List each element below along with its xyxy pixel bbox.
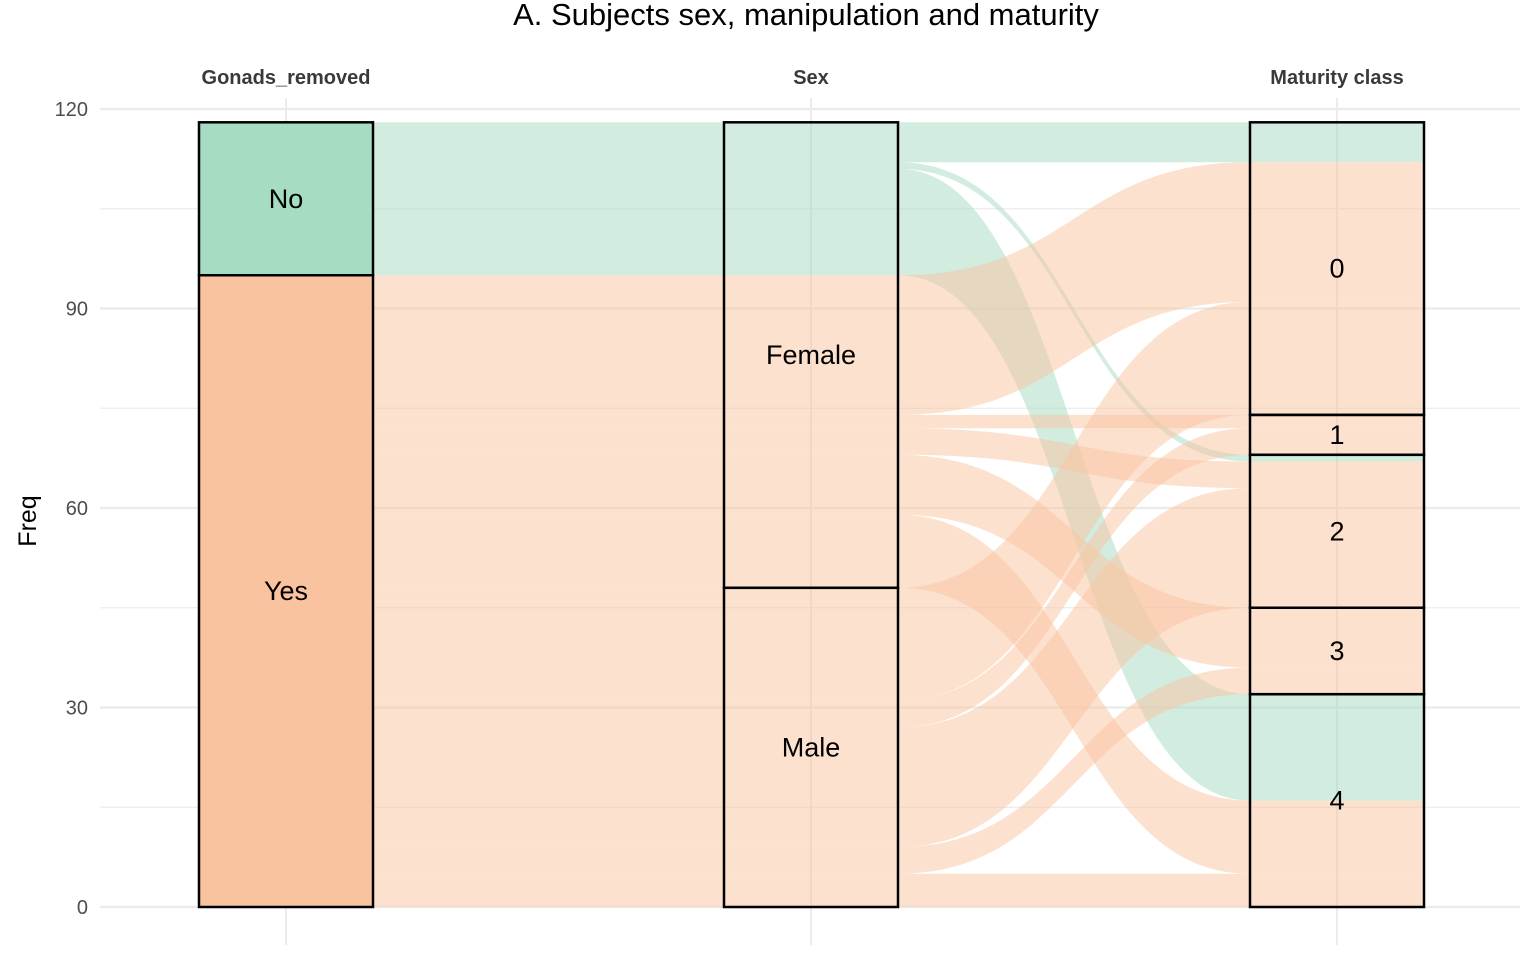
flow-yes-female-1 (199, 414, 1424, 429)
flow-no-female-0 (199, 122, 1424, 163)
y-axis-label: Freq (14, 495, 42, 546)
flow-yes-male-4 (199, 873, 1424, 907)
axis-header-gonads-removed: Gonads_removed (202, 67, 371, 89)
y-tick-label: 90 (66, 299, 88, 321)
y-tick-label: 0 (77, 897, 88, 919)
stratum-label-3: 3 (1329, 636, 1344, 666)
stratum-label-1: 1 (1329, 420, 1344, 450)
stratum-maturity-4 (1248, 692, 1426, 909)
stratum-label-4: 4 (1329, 786, 1344, 816)
stratum-label-male: Male (782, 732, 841, 762)
flow-yes-male-2 (199, 488, 1424, 848)
stratum-label-0: 0 (1329, 254, 1344, 284)
flow-yes-female-0 (199, 162, 1424, 415)
y-tick-label: 120 (55, 99, 88, 121)
flow-yes-male-1 (199, 428, 1424, 728)
chart-title: A. Subjects sex, manipulation and maturi… (513, 0, 1099, 32)
axis-header-sex: Sex (793, 67, 829, 89)
strata: No Yes Female Male 0 1 2 3 4 (197, 121, 1426, 909)
stratum-gonads-yes (197, 274, 375, 909)
axis-header-maturity-class: Maturity class (1270, 67, 1403, 89)
flow-yes-female-4 (199, 514, 1424, 874)
stratum-label-female: Female (766, 340, 856, 370)
stratum-gonads-no (197, 121, 375, 277)
flow-yes-male-3 (199, 667, 1424, 874)
y-tick-label: 60 (66, 498, 88, 520)
stratum-label-yes: Yes (264, 576, 308, 606)
flow-yes-male-0 (199, 301, 1424, 701)
stratum-label-no: No (269, 184, 304, 214)
stratum-sex-male (722, 586, 900, 909)
y-tick-label: 30 (66, 698, 88, 720)
flows (199, 122, 1424, 907)
stratum-label-2: 2 (1329, 516, 1344, 546)
